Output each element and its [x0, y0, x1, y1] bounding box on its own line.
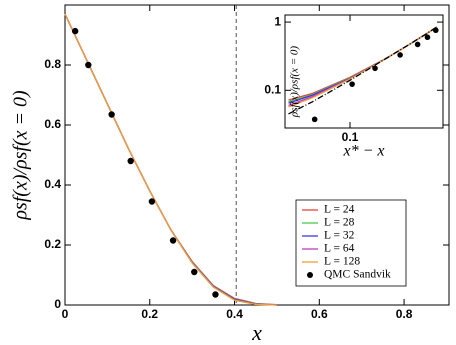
x-axis-label: x* − x [343, 143, 385, 160]
legend-label: L = 28 [324, 217, 355, 229]
x-tick-label: 0 [62, 307, 69, 321]
legend-box [295, 199, 407, 287]
y-tick-label: 0.1 [264, 82, 281, 96]
legend-marker [307, 272, 313, 278]
data-point [191, 268, 198, 276]
legend-label: L = 128 [324, 256, 360, 268]
data-point [71, 27, 79, 35]
data-point [148, 198, 156, 205]
data-point [372, 65, 378, 72]
data-point [85, 61, 92, 69]
data-line [64, 13, 277, 306]
y-axis-label: ρsf(x)/ρsf(x = 0) [289, 46, 301, 118]
data-point [414, 41, 421, 48]
data-point [127, 157, 134, 165]
x-tick-label: 0.4 [226, 307, 243, 321]
data-point [108, 111, 115, 118]
data-point [212, 291, 219, 298]
legend-label: L = 32 [324, 230, 355, 242]
x-axis-label: x [251, 320, 262, 345]
data-point [349, 81, 355, 87]
x-tick-label: 0.8 [396, 307, 413, 321]
y-tick-label: 0 [54, 297, 61, 311]
x-tick-label: 0.6 [311, 307, 328, 321]
legend-label: QMC Sandvik [324, 269, 391, 281]
data-point [424, 34, 431, 41]
y-axis-label: ρsf(x)/ρsf(x = 0) [10, 90, 32, 221]
x-tick-label: 0.2 [141, 307, 158, 321]
y-tick-label: 0.4 [44, 177, 61, 191]
data-point [432, 27, 439, 34]
y-tick-label: 1 [274, 14, 281, 28]
x-tick-label: 0.1 [342, 130, 359, 144]
data-point [397, 52, 403, 58]
y-tick-label: 0.6 [44, 117, 61, 131]
legend-label: L = 64 [324, 243, 355, 255]
data-point [169, 237, 177, 244]
legend-label: L = 24 [324, 204, 355, 216]
y-tick-label: 0.2 [44, 237, 61, 251]
data-line [288, 26, 438, 115]
data-point [311, 116, 318, 123]
y-tick-label: 0.8 [44, 57, 61, 71]
